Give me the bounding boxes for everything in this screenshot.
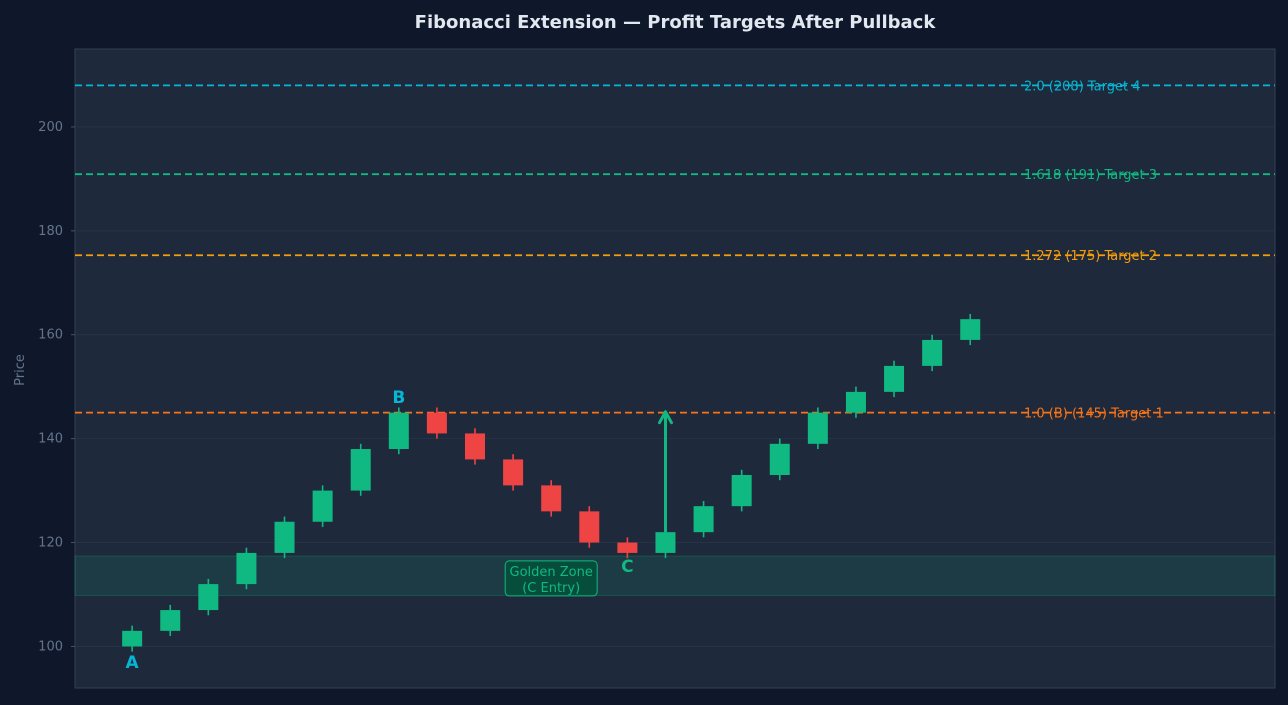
- y-axis-label: Price: [13, 354, 28, 386]
- golden-zone-label: Golden Zone: [510, 565, 593, 580]
- y-tick-label: 180: [38, 224, 63, 239]
- candle-body: [769, 443, 790, 475]
- fib-level-label: 1.0 (B) (145) Target 1: [1024, 407, 1164, 422]
- candle-body: [655, 532, 676, 553]
- fib-level-label: 2.0 (208) Target 4: [1024, 79, 1141, 94]
- golden-zone-label: (C Entry): [522, 581, 580, 596]
- candle-body: [693, 506, 714, 533]
- swing-point-label: C: [621, 557, 633, 577]
- candle-body: [579, 511, 600, 543]
- swing-point-label: B: [392, 388, 405, 408]
- golden-zone-label-box: [504, 560, 598, 597]
- candle-body: [388, 412, 409, 450]
- candle-body: [274, 521, 295, 553]
- swing-point-label: A: [126, 653, 140, 673]
- candle-body: [845, 391, 866, 413]
- y-tick-label: 140: [38, 432, 63, 447]
- candle-body: [617, 542, 638, 553]
- candle-body: [426, 412, 447, 434]
- plot-area: 100 120 140 160 180 200 1.0 (B) (145) Target 1…: [38, 48, 1276, 689]
- candle-body: [198, 584, 219, 611]
- candle-body: [922, 339, 943, 366]
- candle-body: [731, 475, 752, 507]
- extension-arrow-head: [657, 410, 673, 425]
- y-tick-label: 100: [38, 639, 63, 654]
- candle-body: [350, 449, 371, 491]
- chart-title: Fibonacci Extension — Profit Targets Aft…: [415, 12, 937, 33]
- candle-body: [884, 365, 905, 392]
- candle-body: [236, 552, 257, 585]
- plot-background: [74, 48, 1276, 689]
- fib-level-label: 1.272 (175) Target 2: [1024, 249, 1157, 264]
- y-tick-label: 200: [38, 120, 63, 135]
- golden-zone-band: [74, 555, 1276, 597]
- candle-body: [541, 485, 562, 512]
- y-tick-label: 120: [38, 536, 63, 551]
- candle-body: [312, 490, 333, 522]
- candle-body: [807, 412, 828, 444]
- candle-body: [503, 459, 524, 486]
- candle-body: [465, 433, 485, 460]
- candle-body: [960, 319, 981, 340]
- fib-level-label: 1.618 (191) Target 3: [1024, 168, 1157, 183]
- y-tick-label: 160: [38, 328, 63, 343]
- candle-body: [160, 610, 181, 631]
- candle-body: [122, 630, 143, 647]
